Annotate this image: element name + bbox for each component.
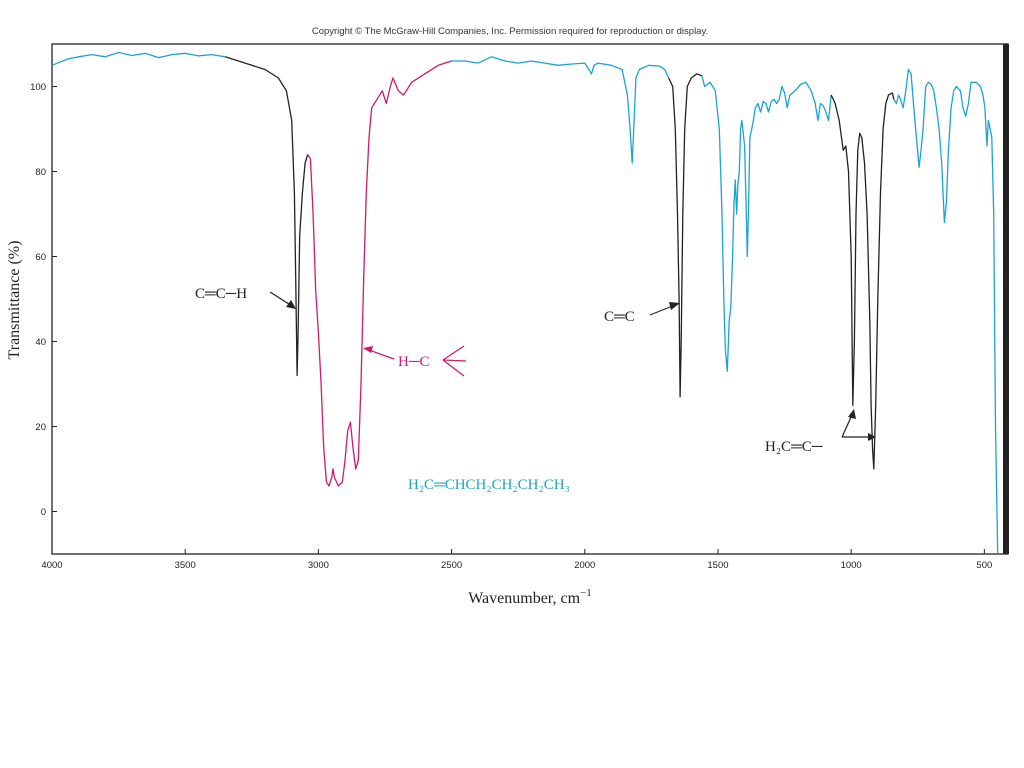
x-tick-label: 500 bbox=[976, 560, 992, 571]
spectrum-series-layer bbox=[51, 51, 999, 555]
annotation-sp3-ch-arrow bbox=[368, 349, 395, 360]
compound-formula: H₂C═CHCH₂CH₂CH₂CH₃ bbox=[408, 477, 570, 493]
plot-right-edge-bar bbox=[1003, 44, 1009, 554]
y-tick-label: 100 bbox=[30, 82, 46, 93]
annotation-sp3-ch: H─C bbox=[398, 354, 429, 370]
y-axis-title: Transmittance (%) bbox=[6, 241, 23, 360]
spectrum-segment-cyan bbox=[701, 75, 832, 372]
y-tick-label: 40 bbox=[35, 337, 46, 348]
annotation-cc-arrowhead bbox=[669, 302, 680, 310]
spectrum-segment-cyan bbox=[893, 68, 999, 555]
annotation-vinyl-ch: C═C─H bbox=[195, 286, 247, 302]
annotation-vinyl-ch-arrow bbox=[269, 291, 293, 307]
x-tick-label: 1000 bbox=[841, 560, 862, 571]
spectrum-segment-magenta bbox=[307, 60, 452, 487]
annotation-sp3-ch-bonds bbox=[442, 345, 467, 377]
y-tick-label: 20 bbox=[35, 422, 46, 433]
spectrum-segment-black bbox=[225, 56, 309, 377]
annotation-sp3-ch-arrowhead bbox=[363, 346, 373, 353]
x-tick-label: 4000 bbox=[41, 560, 62, 571]
annotation-h2c-bend-arrowhead-2 bbox=[868, 433, 876, 441]
copyright-notice: Copyright © The McGraw-Hill Companies, I… bbox=[312, 26, 708, 37]
spectrum-segment-cyan bbox=[451, 56, 670, 164]
y-axis: 100 80 60 40 20 0 bbox=[30, 82, 57, 518]
y-tick-label: 0 bbox=[41, 507, 46, 518]
x-tick-label: 3000 bbox=[308, 560, 329, 571]
y-tick-label: 80 bbox=[35, 167, 46, 178]
spectrum-segment-black bbox=[830, 92, 895, 470]
x-axis-title: Wavenumber, cm−1 bbox=[468, 587, 592, 607]
annotation-cc: C═C bbox=[604, 309, 635, 325]
x-tick-label: 1500 bbox=[707, 560, 728, 571]
x-axis: 4000 3500 3000 2500 2000 1500 1000 500 bbox=[41, 549, 992, 571]
y-tick-label: 60 bbox=[35, 252, 46, 263]
x-tick-label: 2500 bbox=[441, 560, 462, 571]
spectrum-segment-black bbox=[668, 73, 703, 398]
x-tick-label: 3500 bbox=[175, 560, 196, 571]
x-axis-title-superscript: −1 bbox=[580, 587, 592, 599]
spectrum-segment-cyan bbox=[51, 51, 226, 66]
x-tick-label: 2000 bbox=[574, 560, 595, 571]
x-axis-title-text: Wavenumber, cm bbox=[468, 590, 580, 607]
annotation-h2c-bend-arrowhead-1 bbox=[848, 409, 856, 419]
annotation-vinyl-ch-arrowhead bbox=[286, 300, 296, 309]
annotation-h2c-bend-arrow-1 bbox=[841, 414, 853, 438]
annotation-h2c-bend: H₂C═C─ bbox=[765, 439, 823, 455]
